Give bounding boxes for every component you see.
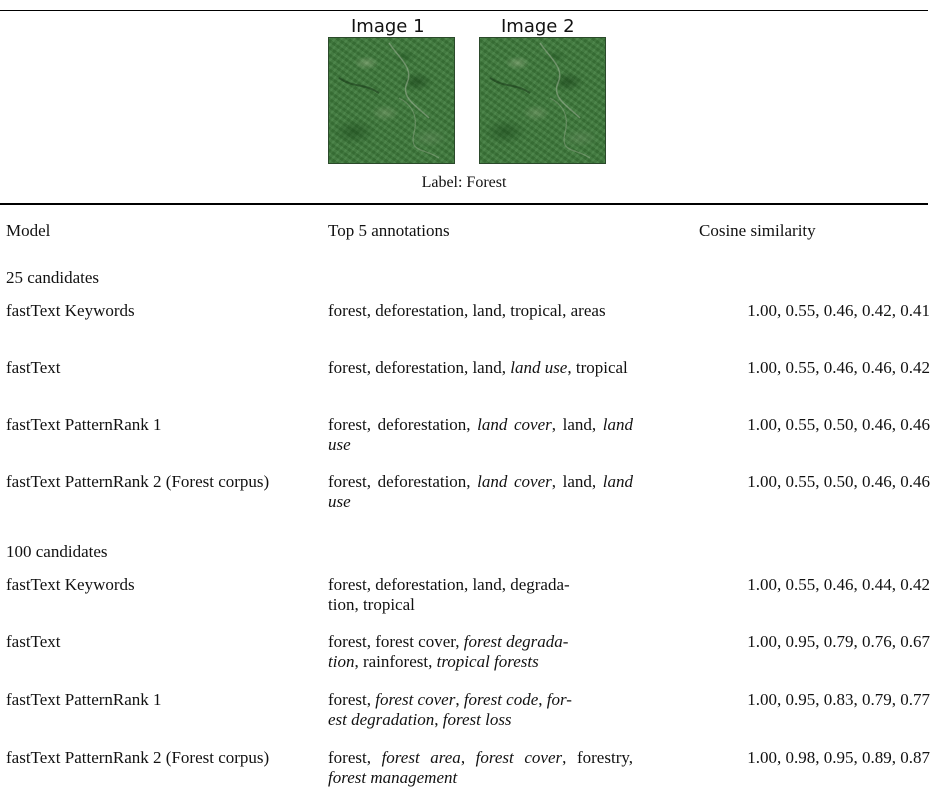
cosine-cell: 1.00, 0.95, 0.79, 0.76, 0.67	[670, 632, 930, 652]
figure-caption: Label: Forest	[0, 174, 928, 192]
model-cell: fastText	[6, 632, 306, 652]
annotations-cell: forest, forest cover, forest degrada-tio…	[328, 632, 633, 672]
model-cell: fastText PatternRank 1	[6, 415, 306, 435]
cosine-cell: 1.00, 0.95, 0.83, 0.79, 0.77	[670, 690, 930, 710]
cosine-cell: 1.00, 0.55, 0.50, 0.46, 0.46	[670, 472, 930, 492]
header-cosine: Cosine similarity	[699, 221, 816, 241]
model-cell: fastText Keywords	[6, 301, 306, 321]
annotations-cell: forest, deforestation, land, tropical, a…	[328, 301, 633, 321]
section-title: 25 candidates	[6, 268, 99, 288]
cosine-cell: 1.00, 0.55, 0.46, 0.46, 0.42	[670, 358, 930, 378]
annotations-cell: forest, deforestation, land cover, land,…	[328, 472, 633, 512]
satellite-image-2	[479, 37, 606, 164]
cosine-cell: 1.00, 0.55, 0.50, 0.46, 0.46	[670, 415, 930, 435]
image-1-label: Image 1	[351, 16, 425, 37]
cosine-cell: 1.00, 0.55, 0.46, 0.42, 0.41	[670, 301, 930, 321]
section-title: 100 candidates	[6, 542, 108, 562]
annotations-cell: forest, deforestation, land cover, land,…	[328, 415, 633, 455]
annotations-cell: forest, forest area, forest cover, fores…	[328, 748, 633, 788]
satellite-image-1	[328, 37, 455, 164]
model-cell: fastText PatternRank 2 (Forest corpus)	[6, 748, 306, 768]
header-model: Model	[6, 221, 50, 241]
cosine-cell: 1.00, 0.98, 0.95, 0.89, 0.87	[670, 748, 930, 768]
model-cell: fastText	[6, 358, 306, 378]
annotations-cell: forest, deforestation, land, degrada-tio…	[328, 575, 633, 615]
cosine-cell: 1.00, 0.55, 0.46, 0.44, 0.42	[670, 575, 930, 595]
image-2-label: Image 2	[501, 16, 575, 37]
top-rule	[0, 10, 928, 11]
header-annotations: Top 5 annotations	[328, 221, 450, 241]
model-cell: fastText Keywords	[6, 575, 306, 595]
model-cell: fastText PatternRank 2 (Forest corpus)	[6, 472, 306, 492]
annotations-cell: forest, deforestation, land, land use, t…	[328, 358, 633, 378]
header-rule	[0, 203, 928, 205]
annotations-cell: forest, forest cover, forest code, for-e…	[328, 690, 633, 730]
model-cell: fastText PatternRank 1	[6, 690, 306, 710]
